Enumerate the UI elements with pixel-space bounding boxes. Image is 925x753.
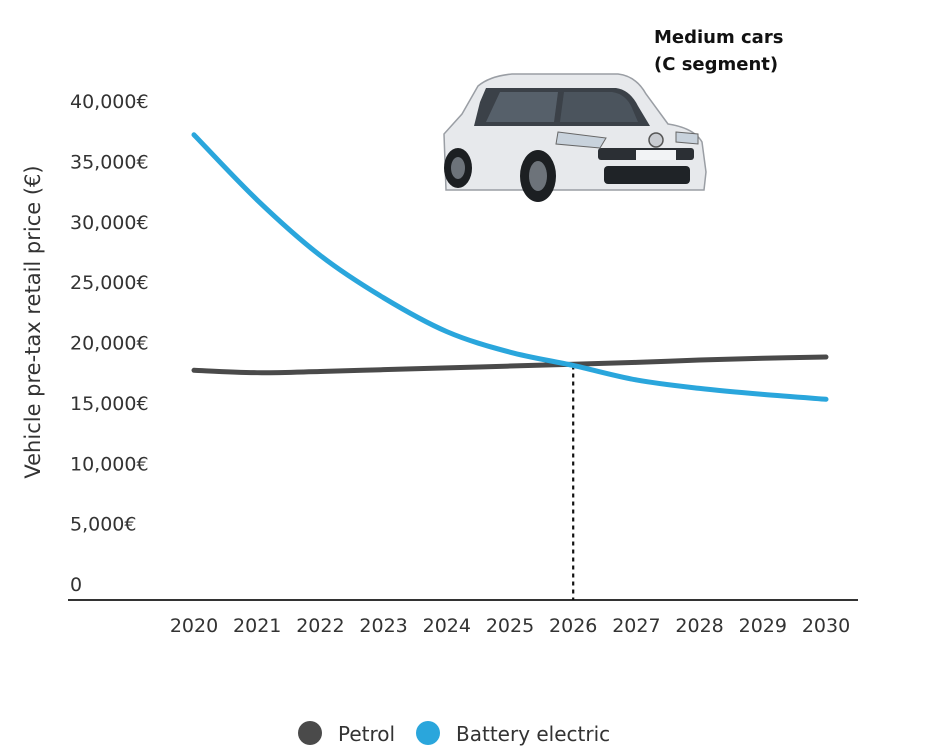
car-photo-icon (443, 73, 707, 202)
x-tick-label: 2030 (802, 615, 850, 637)
x-tick-label: 2023 (359, 615, 407, 637)
x-tick-label: 2027 (612, 615, 660, 637)
x-tick-label: 2024 (423, 615, 471, 637)
y-tick-label: 25,000€ (70, 272, 149, 294)
y-axis-ticks: 0 5,000€ 10,000€ 15,000€ 20,000€ 25,000€ 30,00… (70, 91, 149, 596)
x-tick-label: 2020 (170, 615, 218, 637)
y-tick-label: 20,000€ (70, 333, 149, 355)
y-axis-label: Vehicle pre-tax retail price (€) (21, 165, 45, 478)
series-line-petrol (191, 354, 829, 376)
y-tick-label: 10,000€ (70, 453, 149, 475)
legend: Petrol Battery electric (298, 721, 610, 746)
x-axis-ticks: 2020 2021 2022 2023 2024 2025 2026 2027 2028 2029… (170, 615, 850, 637)
legend-marker-petrol (298, 721, 322, 745)
y-tick-label: 15,000€ (70, 393, 149, 415)
legend-label-battery-electric: Battery electric (456, 722, 610, 746)
x-tick-label: 2021 (233, 615, 281, 637)
series-line-battery-electric (191, 132, 829, 402)
y-tick-label: 40,000€ (70, 91, 149, 113)
y-tick-label: 35,000€ (70, 151, 149, 173)
y-tick-label: 5,000€ (70, 514, 136, 536)
x-tick-label: 2025 (486, 615, 534, 637)
segment-title-line-2: (C segment) (654, 54, 778, 75)
x-tick-label: 2028 (675, 615, 723, 637)
x-tick-label: 2026 (549, 615, 597, 637)
x-tick-label: 2022 (296, 615, 344, 637)
legend-label-petrol: Petrol (338, 722, 395, 746)
x-tick-label: 2029 (739, 615, 787, 637)
segment-title-line-1: Medium cars (654, 27, 783, 48)
y-tick-label: 0 (70, 574, 82, 596)
legend-marker-battery-electric (416, 721, 440, 745)
y-tick-label: 30,000€ (70, 212, 149, 234)
